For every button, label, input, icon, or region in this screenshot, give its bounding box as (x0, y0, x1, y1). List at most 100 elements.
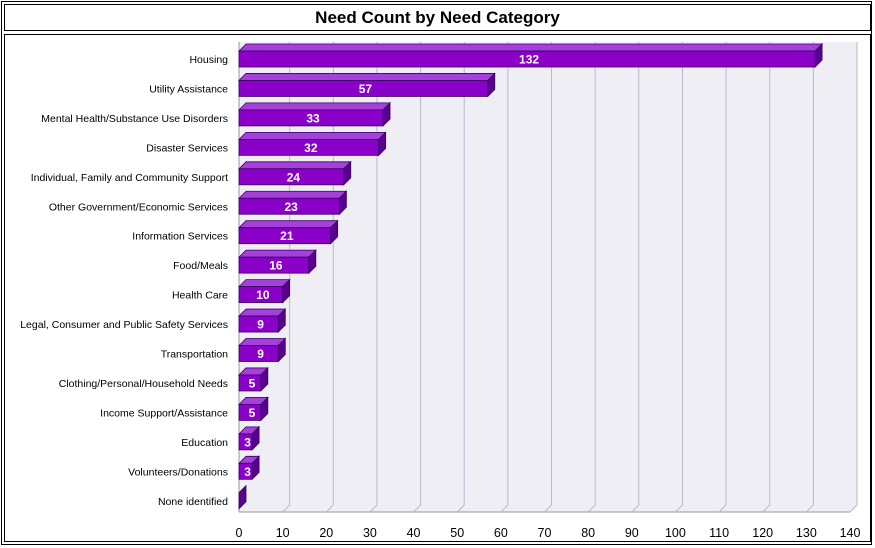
bar (238, 484, 247, 510)
chart-title-box: Need Count by Need Category (4, 4, 871, 31)
x-tick-label: 140 (840, 526, 861, 540)
x-tick-label: 70 (538, 526, 552, 540)
data-label: 16 (269, 259, 283, 273)
bar-front (238, 462, 253, 480)
bar-front (238, 403, 262, 421)
gridline-floor-20 (325, 504, 334, 513)
plot-area (239, 42, 857, 512)
bar-front (238, 197, 340, 215)
bar (238, 425, 261, 451)
gridline-floor-10 (282, 504, 290, 513)
category-label: Mental Health/Substance Use Disorders (41, 113, 228, 125)
bar (238, 131, 387, 157)
bar-front (238, 286, 284, 304)
category-label: Income Support/Assistance (100, 407, 228, 419)
data-label: 3 (244, 465, 251, 479)
category-label: Food/Meals (173, 260, 228, 272)
bar-front (238, 80, 489, 97)
category-label: Transportation (161, 349, 228, 361)
data-label: 23 (285, 200, 299, 214)
data-label: 9 (257, 318, 264, 332)
bar (238, 160, 352, 186)
gridline-floor-140 (849, 504, 858, 513)
chart-title: Need Count by Need Category (315, 7, 560, 27)
bar-top (238, 338, 287, 346)
bar-front (238, 433, 253, 451)
category-label: None identified (158, 496, 228, 508)
bar (238, 455, 261, 481)
category-label: Housing (189, 54, 228, 66)
category-label: Health Care (172, 290, 228, 302)
data-label: 5 (249, 376, 256, 390)
category-label: Information Services (132, 231, 228, 243)
bar (238, 72, 496, 98)
gridline-floor-70 (544, 504, 552, 513)
data-label: 33 (306, 111, 320, 125)
x-tick-label: 60 (494, 526, 508, 540)
data-label: 9 (257, 347, 264, 361)
data-label: 21 (280, 229, 294, 243)
bar-top (238, 131, 387, 140)
bar-top (238, 308, 287, 317)
bar-top (238, 190, 348, 199)
bar (238, 249, 317, 275)
bar (238, 219, 339, 245)
gridline-floor-40 (413, 504, 421, 513)
x-tick-label: 20 (319, 526, 333, 540)
bar-top (238, 161, 352, 170)
bar-top (238, 43, 824, 52)
category-label: Utility Assistance (149, 83, 228, 95)
category-labels: Housing Utility Assistance Mental Health/S… (20, 54, 228, 508)
bar-top (238, 220, 339, 229)
x-tick-label: 100 (665, 526, 686, 540)
bar-front (238, 50, 816, 68)
bar (238, 101, 391, 127)
category-label: Volunteers/Donations (128, 466, 228, 478)
bar-top (238, 279, 291, 288)
data-label: 132 (519, 53, 539, 67)
x-tick-label: 50 (450, 526, 464, 540)
data-label: 10 (256, 288, 270, 302)
bar (238, 396, 269, 422)
x-tick-label: 120 (752, 526, 773, 540)
x-tick-labels: 0 10 20 30 40 50 60 70 80 90 100 110 120 130 140 (236, 526, 861, 540)
bar-front (238, 168, 345, 186)
x-tick-label: 0 (236, 526, 243, 540)
x-tick-label: 40 (407, 526, 421, 540)
bar-front (238, 374, 262, 392)
gridline-floor-130 (806, 504, 814, 513)
gridline-floor-100 (675, 504, 683, 513)
category-label: Legal, Consumer and Public Safety Servic… (20, 319, 228, 331)
gridline-floor-110 (718, 504, 727, 513)
bar (238, 366, 269, 392)
x-tick-label: 130 (796, 526, 817, 540)
data-label: 5 (249, 406, 256, 420)
x-tick-label: 30 (363, 526, 377, 540)
bar (238, 337, 287, 363)
x-tick-label: 10 (276, 526, 290, 540)
gridline-floor-60 (500, 504, 509, 513)
x-tick-label: 90 (625, 526, 639, 540)
data-label: 3 (244, 435, 251, 449)
data-label: 57 (359, 82, 373, 96)
bar-front (238, 256, 310, 274)
data-label: 32 (304, 141, 318, 155)
gridline-floor-90 (631, 504, 640, 513)
bar (238, 43, 824, 68)
category-label: Education (181, 437, 228, 449)
bar-top (238, 73, 496, 81)
category-label: Other Government/Economic Services (49, 201, 228, 213)
bar (238, 190, 348, 216)
category-label: Individual, Family and Community Support (31, 172, 228, 184)
bar-front (238, 315, 279, 333)
bar-front (238, 138, 380, 156)
bar-front (238, 109, 384, 127)
data-label: 24 (287, 170, 301, 184)
x-tick-label: 80 (581, 526, 595, 540)
category-label: Clothing/Personal/Household Needs (59, 378, 228, 390)
x-tick-label: 110 (709, 526, 729, 540)
bar-front (238, 345, 279, 362)
bar (238, 278, 291, 304)
